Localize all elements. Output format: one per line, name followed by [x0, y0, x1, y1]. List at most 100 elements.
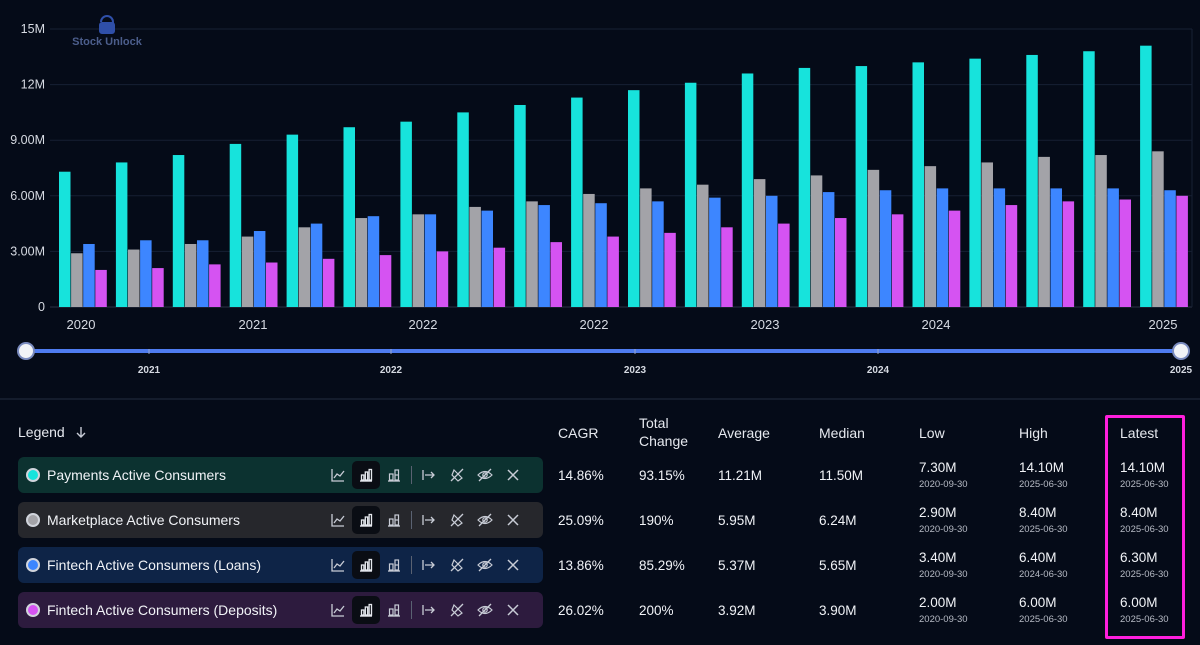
bar[interactable]: [95, 269, 107, 307]
bar[interactable]: [855, 66, 868, 307]
bar[interactable]: [709, 197, 721, 307]
bar[interactable]: [310, 223, 323, 307]
bar-chart-icon[interactable]: [352, 596, 380, 624]
bar[interactable]: [721, 227, 733, 307]
bar[interactable]: [810, 175, 823, 307]
bar[interactable]: [241, 236, 254, 307]
close-icon[interactable]: [499, 596, 527, 624]
bar[interactable]: [766, 195, 778, 307]
series-color-dot[interactable]: [26, 603, 40, 617]
no-axis-icon[interactable]: [443, 596, 471, 624]
range-slider-start-handle[interactable]: [17, 342, 35, 360]
bar[interactable]: [607, 236, 619, 307]
bar[interactable]: [59, 171, 71, 307]
bar[interactable]: [583, 193, 595, 307]
no-axis-icon[interactable]: [443, 506, 471, 534]
bar[interactable]: [457, 112, 469, 308]
no-axis-icon[interactable]: [443, 551, 471, 579]
bar[interactable]: [640, 188, 652, 307]
bar[interactable]: [753, 179, 766, 307]
bar[interactable]: [1119, 199, 1132, 307]
bar[interactable]: [822, 192, 835, 307]
bar[interactable]: [628, 90, 640, 307]
bar[interactable]: [436, 251, 449, 307]
range-slider[interactable]: 2021 2022 2023 2024 2025: [17, 342, 1193, 376]
bar[interactable]: [266, 262, 278, 307]
move-axis-icon[interactable]: [415, 551, 443, 579]
range-slider-end-handle[interactable]: [1172, 342, 1190, 360]
stacked-bar-icon[interactable]: [380, 596, 408, 624]
bar[interactable]: [778, 223, 790, 307]
bar-chart-icon[interactable]: [352, 461, 380, 489]
bar[interactable]: [1107, 188, 1119, 307]
move-axis-icon[interactable]: [415, 461, 443, 489]
bar[interactable]: [1026, 54, 1038, 307]
bar[interactable]: [571, 97, 583, 307]
bar[interactable]: [1062, 201, 1075, 307]
bar[interactable]: [140, 240, 152, 307]
legend-row[interactable]: Fintech Active Consumers (Deposits): [18, 592, 543, 628]
hide-series-icon[interactable]: [471, 506, 499, 534]
bar[interactable]: [867, 169, 880, 307]
legend-header[interactable]: Legend: [18, 424, 87, 440]
bar[interactable]: [1176, 195, 1188, 307]
bar[interactable]: [172, 155, 185, 307]
bar[interactable]: [514, 104, 526, 307]
bar[interactable]: [209, 264, 221, 307]
legend-row[interactable]: Fintech Active Consumers (Loans): [18, 547, 543, 583]
bar[interactable]: [835, 218, 847, 307]
bar[interactable]: [550, 242, 563, 307]
bar[interactable]: [924, 166, 937, 307]
bar[interactable]: [322, 258, 335, 307]
bar[interactable]: [412, 214, 425, 307]
move-axis-icon[interactable]: [415, 596, 443, 624]
bar[interactable]: [993, 188, 1006, 307]
bar[interactable]: [197, 240, 209, 307]
bar[interactable]: [1083, 51, 1095, 307]
hide-series-icon[interactable]: [471, 551, 499, 579]
bar-chart-icon[interactable]: [352, 506, 380, 534]
bar[interactable]: [948, 210, 961, 307]
bar[interactable]: [481, 210, 494, 307]
bar[interactable]: [1005, 205, 1018, 307]
line-chart-icon[interactable]: [324, 461, 352, 489]
bar[interactable]: [469, 206, 481, 307]
bar[interactable]: [184, 243, 197, 307]
close-icon[interactable]: [499, 461, 527, 489]
bar[interactable]: [298, 227, 311, 307]
legend-row[interactable]: Payments Active Consumers: [18, 457, 543, 493]
bar[interactable]: [595, 203, 607, 307]
bar[interactable]: [652, 201, 664, 307]
stacked-bar-icon[interactable]: [380, 506, 408, 534]
bar[interactable]: [400, 121, 412, 308]
bar[interactable]: [115, 162, 128, 307]
bar[interactable]: [493, 247, 506, 307]
series-color-dot[interactable]: [26, 468, 40, 482]
series-color-dot[interactable]: [26, 513, 40, 527]
bar[interactable]: [1050, 188, 1063, 307]
stacked-bar-icon[interactable]: [380, 551, 408, 579]
stacked-bar-icon[interactable]: [380, 461, 408, 489]
legend-row[interactable]: Marketplace Active Consumers: [18, 502, 543, 538]
bar[interactable]: [367, 216, 380, 307]
bar[interactable]: [1095, 155, 1107, 307]
bar[interactable]: [1038, 156, 1050, 307]
bar[interactable]: [891, 214, 904, 307]
bar[interactable]: [936, 188, 949, 307]
hide-series-icon[interactable]: [471, 596, 499, 624]
bar[interactable]: [1164, 190, 1176, 307]
bar[interactable]: [912, 62, 925, 307]
bar[interactable]: [152, 268, 164, 307]
no-axis-icon[interactable]: [443, 461, 471, 489]
arrow-down-icon[interactable]: [75, 426, 87, 438]
close-icon[interactable]: [499, 506, 527, 534]
bar[interactable]: [664, 232, 676, 307]
bar[interactable]: [969, 58, 981, 307]
bar[interactable]: [229, 143, 242, 307]
bar[interactable]: [526, 201, 538, 307]
bar[interactable]: [538, 205, 550, 307]
line-chart-icon[interactable]: [324, 596, 352, 624]
bar[interactable]: [286, 134, 299, 307]
move-axis-icon[interactable]: [415, 506, 443, 534]
hide-series-icon[interactable]: [471, 461, 499, 489]
